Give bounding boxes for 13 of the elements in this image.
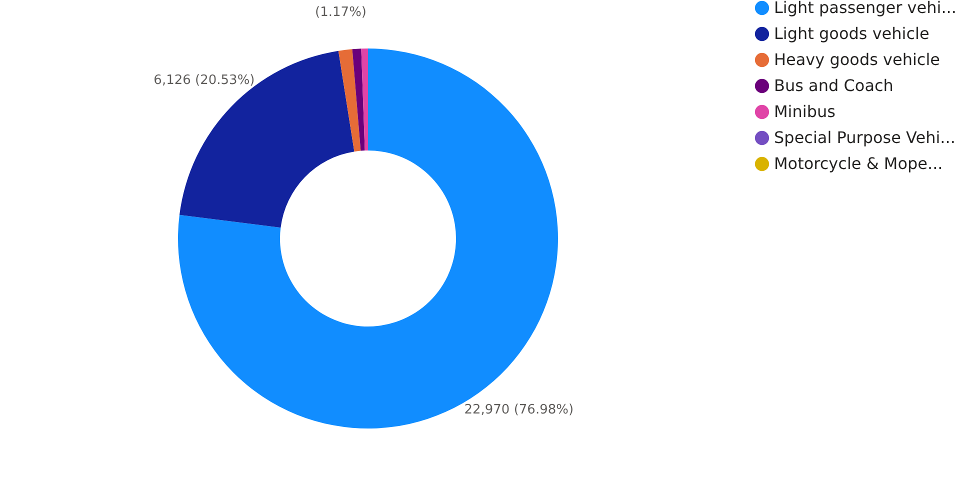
legend-label: Heavy goods vehicle	[774, 50, 940, 69]
data-label: 22,970 (76.98%)	[464, 402, 574, 418]
legend-label: Special Purpose Vehi...	[774, 128, 956, 147]
legend-label: Bus and Coach	[774, 76, 894, 95]
legend-label: Light passenger vehi...	[774, 0, 956, 17]
data-label: 6,126 (20.53%)	[154, 72, 255, 88]
donut-slice	[361, 48, 368, 151]
legend-label: Minibus	[774, 102, 836, 121]
legend-label: Motorcycle & Mope...	[774, 154, 943, 173]
donut-slice	[338, 49, 361, 152]
data-label: (1.17%)	[315, 5, 366, 20]
donut-slice	[352, 48, 365, 151]
legend-label: Light goods vehicle	[774, 24, 930, 43]
